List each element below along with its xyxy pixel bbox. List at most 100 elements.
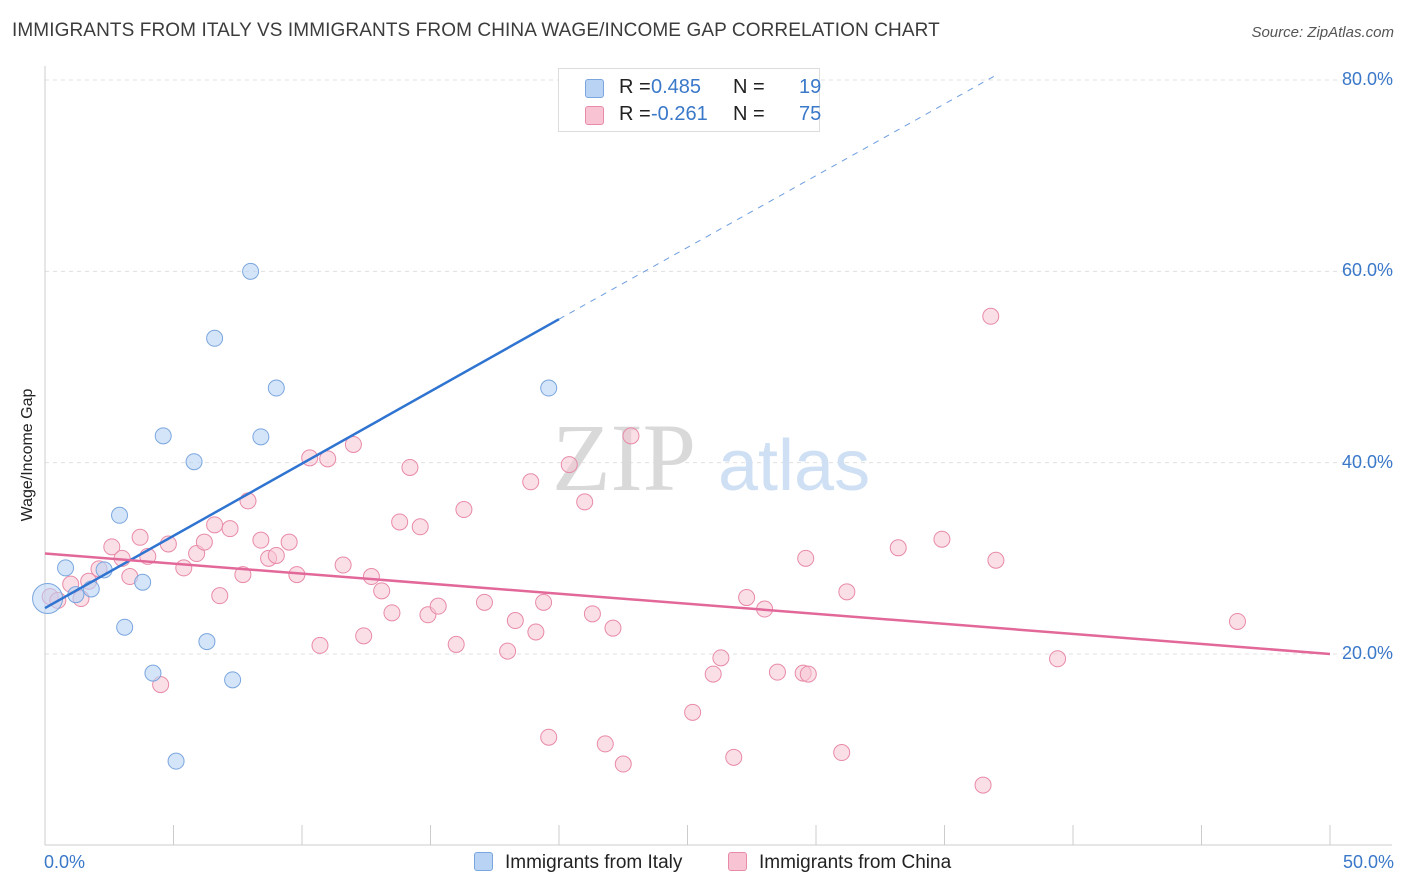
china-point bbox=[103, 538, 121, 556]
series-label-china: Immigrants from China bbox=[759, 852, 952, 873]
series-swatch-italy bbox=[474, 852, 493, 871]
china-point bbox=[540, 728, 558, 746]
china-point bbox=[373, 582, 391, 600]
china-point bbox=[583, 605, 601, 623]
china-point bbox=[833, 744, 851, 762]
y-tick-label: 80.0% bbox=[1341, 69, 1393, 89]
italy-point bbox=[206, 329, 224, 347]
x-tick-label-min: 0.0% bbox=[44, 852, 86, 872]
china-point bbox=[391, 513, 409, 531]
italy-point bbox=[252, 428, 270, 446]
china-point bbox=[475, 593, 493, 611]
china-point bbox=[355, 627, 373, 645]
china-point bbox=[429, 597, 447, 615]
trend-lines bbox=[44, 74, 1331, 656]
italy-series bbox=[32, 262, 558, 770]
series-swatch-china bbox=[728, 852, 747, 871]
china-point bbox=[576, 493, 594, 511]
legend-swatch-italy bbox=[585, 79, 604, 98]
legend-n-value-italy: 19 bbox=[799, 76, 822, 98]
y-tick-label: 40.0% bbox=[1341, 451, 1393, 472]
watermark-atlas: atlas bbox=[718, 426, 870, 506]
legend-r-value-china: -0.261 bbox=[651, 103, 708, 125]
china-point bbox=[311, 636, 329, 654]
italy-trend-line bbox=[44, 318, 560, 610]
china-point bbox=[982, 307, 1000, 325]
italy-point bbox=[167, 752, 185, 770]
legend-n-label-italy: N = bbox=[733, 76, 765, 98]
china-point bbox=[838, 583, 856, 601]
china-point bbox=[447, 635, 465, 653]
china-point bbox=[131, 528, 149, 546]
china-point bbox=[175, 559, 193, 577]
china-point bbox=[234, 566, 252, 584]
china-point bbox=[889, 539, 907, 557]
source-credit: Source: ZipAtlas.com bbox=[1251, 24, 1394, 41]
italy-point bbox=[267, 379, 285, 397]
italy-point bbox=[144, 664, 162, 682]
correlation-legend: R = 0.485 N = 19 R = -0.261 N = 75 bbox=[558, 68, 822, 132]
china-point bbox=[280, 533, 298, 551]
china-point bbox=[987, 551, 1005, 569]
italy-point bbox=[134, 573, 152, 591]
italy-point bbox=[224, 671, 242, 689]
china-point bbox=[527, 623, 545, 641]
y-tick-label: 20.0% bbox=[1341, 643, 1393, 663]
china-point bbox=[383, 604, 401, 622]
china-trend-line bbox=[44, 552, 1331, 656]
italy-point bbox=[111, 506, 129, 524]
legend-n-value-china: 75 bbox=[799, 103, 822, 125]
italy-point bbox=[57, 559, 75, 577]
china-point bbox=[725, 748, 743, 766]
series-label-italy: Immigrants from Italy bbox=[505, 852, 683, 873]
china-point bbox=[560, 456, 578, 474]
china-point bbox=[319, 450, 337, 468]
legend-r-label-italy: R = bbox=[619, 76, 651, 98]
china-point bbox=[206, 516, 224, 534]
italy-point bbox=[198, 633, 216, 651]
china-point bbox=[221, 520, 239, 538]
china-point bbox=[1228, 612, 1246, 630]
china-point bbox=[455, 501, 473, 519]
china-series bbox=[41, 307, 1246, 794]
italy-point bbox=[116, 618, 134, 636]
china-point bbox=[411, 518, 429, 536]
china-point bbox=[622, 427, 640, 445]
watermark-zip: ZIP bbox=[552, 404, 696, 511]
china-point bbox=[499, 642, 517, 660]
watermark: ZIP atlas bbox=[552, 404, 870, 511]
china-point bbox=[267, 546, 285, 564]
china-point bbox=[799, 665, 817, 683]
china-point bbox=[362, 568, 380, 586]
china-point bbox=[334, 556, 352, 574]
china-point bbox=[797, 549, 815, 567]
series-legend-china: Immigrants from China bbox=[728, 852, 951, 876]
axes bbox=[44, 66, 1392, 846]
italy-point bbox=[185, 453, 203, 471]
china-point bbox=[506, 612, 524, 630]
china-point bbox=[704, 665, 722, 683]
china-point bbox=[535, 593, 553, 611]
china-point bbox=[768, 663, 786, 681]
china-point bbox=[604, 619, 622, 637]
china-point bbox=[252, 531, 270, 549]
china-point bbox=[344, 435, 362, 453]
china-point bbox=[522, 473, 540, 491]
china-point bbox=[712, 649, 730, 667]
italy-point bbox=[32, 583, 64, 615]
legend-r-value-italy: 0.485 bbox=[651, 76, 702, 98]
china-point bbox=[933, 530, 951, 548]
chart-title: IMMIGRANTS FROM ITALY VS IMMIGRANTS FROM… bbox=[12, 20, 940, 41]
china-point bbox=[195, 533, 213, 551]
china-point bbox=[1049, 650, 1067, 668]
china-point bbox=[974, 776, 992, 794]
y-tick-label: 60.0% bbox=[1341, 260, 1393, 281]
china-point bbox=[401, 458, 419, 476]
legend-swatch-china bbox=[585, 106, 604, 125]
italy-point bbox=[154, 427, 172, 445]
series-legend-italy: Immigrants from Italy bbox=[474, 852, 682, 876]
china-point bbox=[738, 589, 756, 607]
legend-n-label-china: N = bbox=[733, 103, 765, 125]
china-point bbox=[596, 735, 614, 753]
